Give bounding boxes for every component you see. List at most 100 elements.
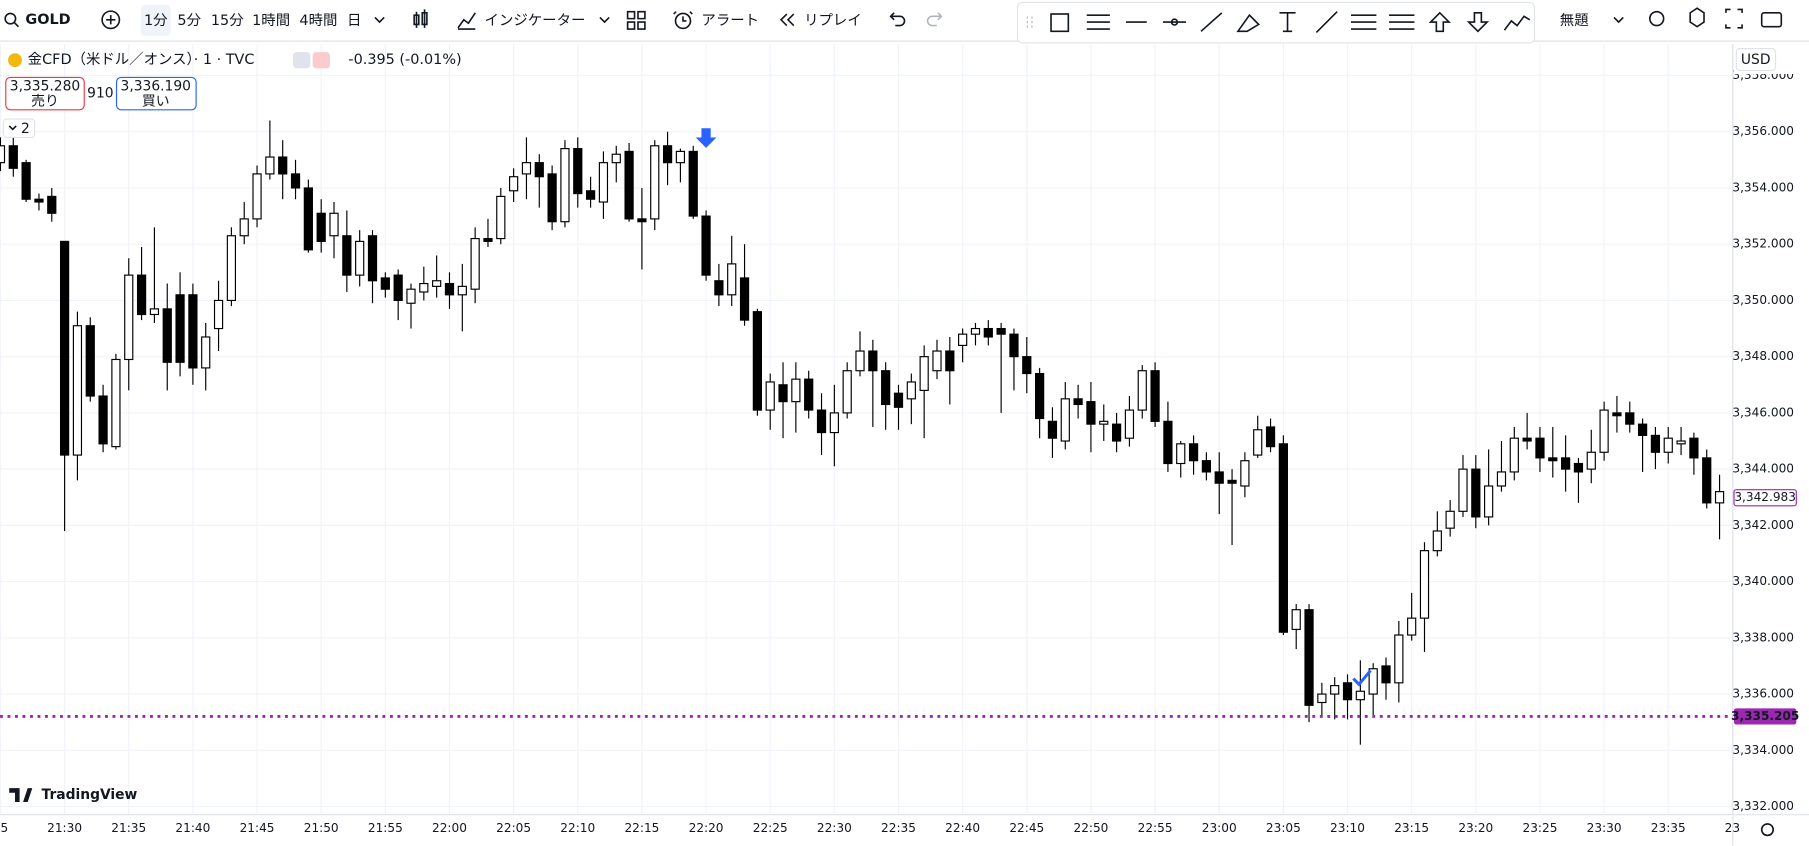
x-tick-label: 22:55 (1138, 821, 1173, 835)
path-tool[interactable] (1503, 15, 1531, 31)
candle-body (1714, 491, 1725, 504)
drag-handle[interactable] (1026, 16, 1033, 28)
buy-button[interactable] (115, 76, 197, 111)
candle-body (1650, 434, 1661, 453)
fullscreen-button[interactable] (1725, 8, 1743, 29)
regression-tool[interactable] (1389, 14, 1415, 30)
last-price-label: 3,342.983 (1734, 490, 1796, 504)
candle-body (611, 153, 621, 164)
candle-body (1561, 457, 1571, 470)
candle-body (1150, 370, 1160, 422)
candle-body (1676, 440, 1686, 445)
candle-body (1394, 634, 1404, 684)
candle-body (1035, 372, 1045, 420)
indicator-toggle[interactable] (2, 118, 36, 139)
layout-name[interactable]: 無題 (1560, 12, 1589, 29)
x-tick-label: 23:10 (1330, 821, 1365, 835)
trend-line-tool[interactable] (1200, 12, 1223, 32)
candle-body (585, 190, 596, 200)
interval[interactable]: 日 (347, 13, 361, 29)
line-tool[interactable] (1315, 11, 1338, 34)
parallel-channel-tool[interactable] (1350, 14, 1377, 30)
x-tick-label: 21:45 (240, 821, 275, 835)
candle-body (1522, 437, 1532, 442)
interval[interactable]: 15分 (211, 12, 244, 29)
candle-body (804, 378, 814, 411)
redo-button[interactable] (926, 12, 943, 27)
chart-type-button[interactable] (413, 9, 428, 28)
indicators-menu[interactable] (599, 16, 610, 24)
replay-button[interactable]: リプレイ (804, 12, 862, 29)
symbol[interactable]: GOLD (25, 12, 70, 28)
candle-body (124, 274, 134, 361)
candle-body (483, 237, 493, 242)
rectangle-tool[interactable] (1050, 13, 1070, 33)
arrow-down-tool[interactable] (1466, 12, 1490, 33)
layout-menu[interactable] (1613, 16, 1624, 24)
candle-body (791, 378, 801, 403)
candle-body (932, 350, 942, 372)
compare-button[interactable] (101, 10, 121, 30)
interval-menu[interactable] (374, 16, 385, 24)
quick-search[interactable] (1648, 10, 1665, 27)
x-tick-label: 22:15 (624, 821, 659, 835)
buy-price: 3,336.190 (121, 79, 191, 95)
candle-body (842, 370, 852, 414)
active-interval-bg (140, 4, 171, 36)
x-tick-label: 22:35 (881, 821, 916, 835)
interval[interactable]: 5分 (177, 12, 201, 29)
search-icon[interactable] (4, 12, 17, 25)
currency-button[interactable] (1735, 48, 1777, 72)
candle-body (1458, 468, 1468, 512)
candle-body (393, 274, 403, 302)
y-tick-label: 3,340.000 (1732, 574, 1794, 588)
x-tick-label: 22:30 (817, 821, 852, 835)
arrow-up-tool[interactable] (1428, 11, 1451, 33)
candle-body (1355, 690, 1365, 701)
candle-body (1368, 668, 1378, 695)
candle-body (1214, 471, 1224, 484)
fib-tool[interactable] (1086, 14, 1110, 30)
candle-body (1086, 401, 1096, 425)
settings-icon[interactable] (1760, 823, 1775, 837)
collapse-icon (8, 125, 17, 131)
candle-body (1111, 423, 1122, 442)
candle-body (521, 162, 532, 175)
text-tool[interactable] (1279, 12, 1296, 33)
indicators-button[interactable]: インジケーター (485, 12, 586, 29)
candle-body (303, 187, 313, 251)
candle-body (1484, 485, 1494, 518)
sell-button[interactable] (5, 76, 85, 111)
screenshot-button[interactable] (1760, 12, 1783, 28)
interval[interactable]: 1分 (144, 12, 168, 29)
candle-body (983, 327, 993, 338)
candle-body (98, 395, 108, 445)
compare-plus (106, 15, 116, 25)
x-tick-label: 21:40 (175, 821, 210, 835)
y-tick-label: 3,356.000 (1732, 124, 1794, 138)
y-tick-label: 3,344.000 (1732, 462, 1794, 476)
candle-body (1304, 609, 1314, 706)
candle-body (509, 176, 519, 192)
settings-button[interactable] (1689, 7, 1705, 28)
candle-body (1407, 617, 1417, 636)
candle-body (945, 350, 955, 372)
candle-body (1689, 437, 1699, 459)
y-tick-label: 3,332.000 (1732, 799, 1794, 813)
candle-body (444, 282, 455, 296)
candle-body (868, 350, 878, 372)
symbol-name[interactable]: 金CFD（米ドル／オンス）· 1 · TVC (28, 51, 255, 68)
search-icon-handle (13, 21, 20, 28)
x-tick-label: 21:30 (47, 821, 82, 835)
alert-button[interactable]: アラート (701, 13, 759, 29)
candle-body (1291, 609, 1301, 630)
candle-body (958, 333, 968, 346)
templates-button[interactable] (626, 10, 646, 30)
undo-button[interactable] (889, 12, 906, 27)
indicators-icon (457, 12, 476, 30)
interval[interactable]: 4時間 (299, 12, 337, 29)
brush-tool[interactable] (1236, 13, 1260, 33)
candles (0, 120, 1725, 745)
interval[interactable]: 1時間 (252, 12, 290, 29)
candle-body (470, 237, 480, 290)
